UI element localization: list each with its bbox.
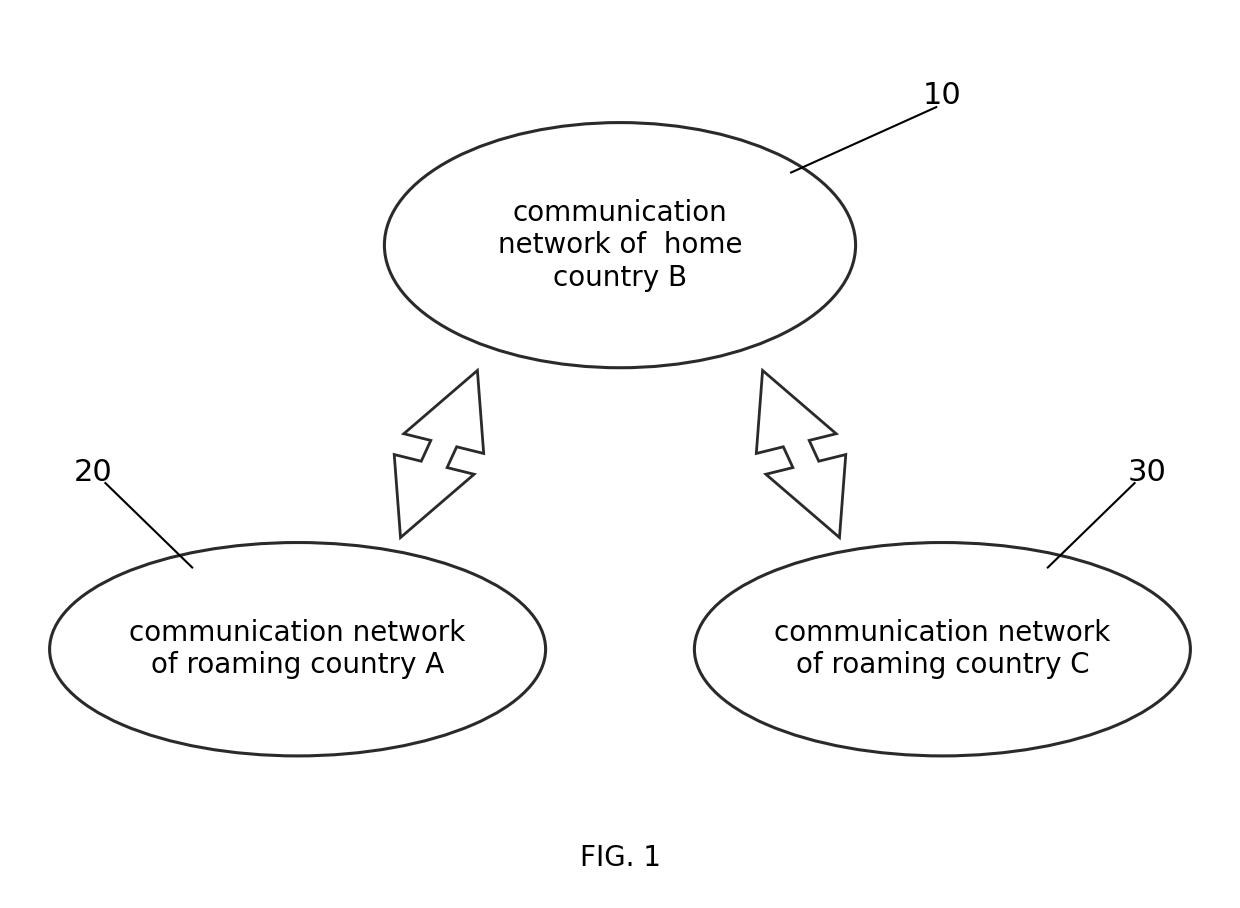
Text: communication network
of roaming country C: communication network of roaming country… [774, 619, 1111, 679]
Text: 20: 20 [73, 458, 113, 487]
Text: communication network
of roaming country A: communication network of roaming country… [129, 619, 466, 679]
Ellipse shape [50, 542, 546, 755]
Ellipse shape [694, 542, 1190, 755]
Text: 30: 30 [1127, 458, 1167, 487]
Text: 10: 10 [923, 81, 962, 110]
Ellipse shape [384, 123, 856, 368]
Polygon shape [756, 370, 846, 538]
Text: communication
network of  home
country B: communication network of home country B [497, 199, 743, 291]
Text: FIG. 1: FIG. 1 [579, 844, 661, 872]
Polygon shape [394, 370, 484, 538]
